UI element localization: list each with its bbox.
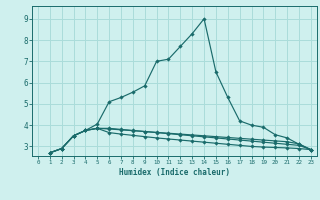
X-axis label: Humidex (Indice chaleur): Humidex (Indice chaleur) <box>119 168 230 177</box>
